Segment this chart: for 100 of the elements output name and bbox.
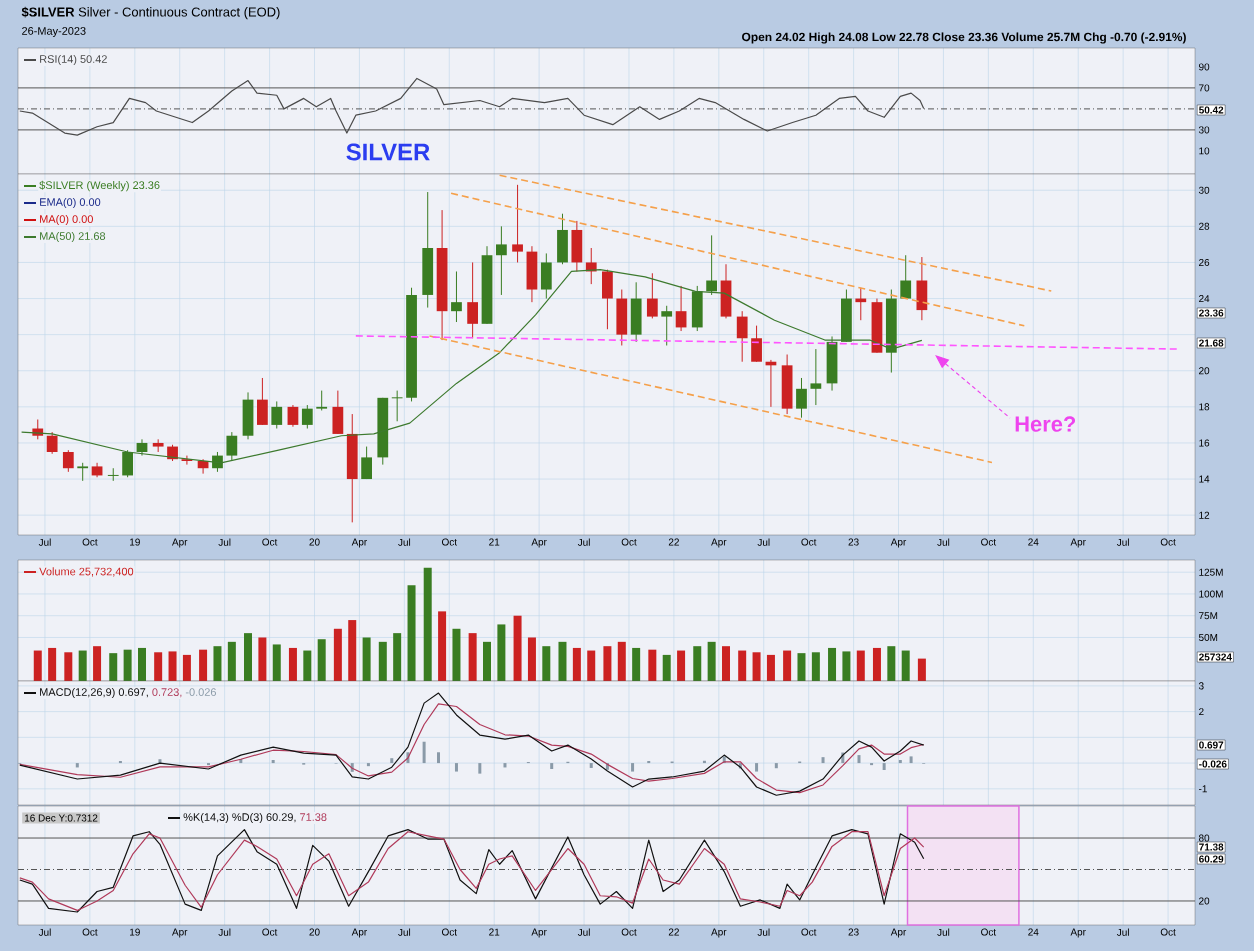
y-tick-label: 90	[1199, 63, 1210, 71]
text: -0.026	[1199, 760, 1227, 768]
x-tick-label: 22	[668, 928, 679, 936]
bar	[362, 637, 371, 682]
y-tick-label: 30	[1198, 126, 1210, 134]
x-tick-label: Apr	[1070, 928, 1086, 938]
bar	[423, 567, 432, 682]
bar	[766, 654, 775, 682]
x-tick-label: Apr	[711, 538, 727, 548]
legend-label: Volume 25,732,400	[39, 567, 134, 577]
bar	[64, 652, 73, 682]
bar	[631, 763, 635, 772]
x-tick-label: Jul	[1116, 538, 1129, 546]
bar	[366, 763, 370, 767]
bar	[693, 646, 702, 682]
bar	[755, 763, 759, 772]
y-tick-label: 3	[1198, 682, 1204, 690]
bar	[898, 759, 902, 764]
x-tick-label: Jul	[398, 538, 411, 546]
x-tick-label: Apr	[531, 928, 547, 938]
text: 71.38	[300, 813, 327, 821]
bar	[497, 624, 506, 682]
bar	[887, 646, 896, 682]
x-tick-label: Apr	[171, 538, 188, 548]
bar	[182, 654, 191, 682]
bar	[168, 651, 177, 682]
bar	[483, 641, 492, 682]
x-tick-label: 21	[489, 538, 500, 546]
bar	[390, 758, 394, 764]
bar	[206, 763, 210, 766]
bar	[872, 647, 881, 682]
bar	[244, 633, 253, 682]
legend-label: MA(50) 21.68	[40, 231, 106, 243]
bar	[227, 641, 236, 682]
chart-subtitle: 26-May-2023	[22, 27, 86, 37]
x-tick-label: Apr	[351, 928, 368, 938]
y-tick-label: 2	[1199, 708, 1204, 716]
legend-label: %K(14,3) %D(3) 60.29,	[183, 812, 296, 824]
x-tick-label: Jul	[937, 538, 950, 546]
candlestick	[796, 377, 807, 419]
text: 71.38	[1199, 843, 1224, 851]
x-tick-label: Apr	[1070, 538, 1086, 548]
x-tick-label: Apr	[531, 538, 547, 548]
bar	[422, 741, 426, 764]
candlestick	[467, 261, 479, 339]
annotation: EMA(0) 0.00	[40, 197, 101, 209]
bar	[317, 639, 326, 682]
bar	[707, 641, 716, 682]
x-tick-label: Oct	[262, 538, 278, 546]
x-tick-label: Jul	[38, 538, 51, 546]
bar	[882, 763, 886, 771]
bar	[452, 628, 461, 682]
x-tick-label: Jul	[577, 538, 590, 546]
candlestick	[107, 467, 120, 482]
bar	[632, 647, 641, 682]
bar	[93, 646, 102, 682]
x-tick-label: Oct	[981, 928, 997, 936]
annotation: MA(0) 0.00	[40, 214, 93, 226]
bar	[677, 650, 686, 682]
x-tick-label: Apr	[711, 928, 727, 938]
candlestick	[62, 449, 74, 473]
bar	[550, 763, 554, 769]
x-tick-label: Jul	[577, 928, 590, 936]
x-tick-label: Apr	[890, 928, 907, 938]
y-tick-label: 16	[1199, 439, 1210, 447]
bar	[811, 652, 820, 682]
x-tick-label: Jul	[218, 538, 231, 546]
y-tick-label: 50M	[1198, 633, 1218, 642]
bar	[856, 650, 865, 682]
bar	[478, 763, 482, 774]
x-tick-label: 22	[668, 538, 679, 546]
bar	[78, 650, 87, 682]
y-tick-label: 100M	[1199, 590, 1223, 598]
bar	[909, 756, 913, 764]
bar	[378, 641, 387, 682]
y-tick-label: 10	[1199, 147, 1210, 155]
bar	[738, 650, 747, 682]
text: Open 24.02 High 24.08 Low 22.78 Close 23.36 Volume 25.7M Chg -0.70 (-2.91%)	[742, 32, 1186, 44]
candlestick	[512, 184, 523, 263]
x-tick-label: Jul	[757, 538, 770, 546]
bar	[48, 647, 57, 682]
candlestick	[316, 390, 328, 411]
bar	[407, 585, 416, 682]
bar	[118, 761, 122, 764]
bar	[288, 647, 297, 682]
candlestick	[496, 225, 507, 296]
y-tick-label: 24	[1199, 295, 1210, 303]
x-tick-label: Jul	[218, 928, 231, 936]
bar	[722, 646, 731, 682]
bar	[438, 611, 447, 682]
y-tick-label: 14	[1199, 475, 1210, 483]
candlestick	[661, 305, 673, 346]
bar	[783, 650, 792, 682]
bar	[75, 763, 79, 768]
bar	[109, 653, 118, 682]
x-tick-label: Oct	[621, 928, 637, 936]
x-tick-label: Jul	[757, 928, 770, 936]
bar	[436, 752, 440, 764]
bar	[137, 647, 146, 682]
candlestick	[271, 400, 283, 430]
